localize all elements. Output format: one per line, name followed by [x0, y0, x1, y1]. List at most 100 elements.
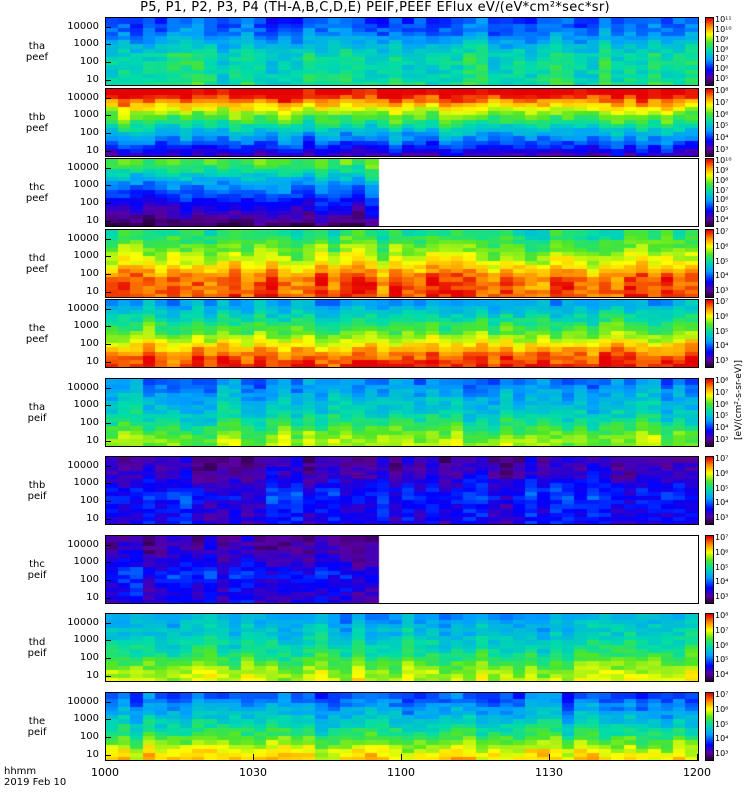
y-tick-mark — [105, 737, 111, 739]
colorbar-gradient — [706, 536, 713, 603]
panel-ylabel-label1: thb — [28, 111, 46, 123]
y-tick-label: 10 — [86, 145, 99, 157]
colorbar-tick-label: 10⁵ — [715, 483, 729, 493]
panel-ylabel: thc peif — [22, 559, 52, 581]
y-tick-mark — [105, 562, 111, 564]
colorbar-tick-label: 10⁹ — [715, 165, 729, 175]
x-tick-mark — [697, 754, 698, 760]
panel-ylabel: thd peif — [22, 637, 52, 659]
y-tick-mark — [105, 441, 111, 443]
spectrogram-canvas — [106, 230, 698, 297]
colorbar-tick-label: 10⁶ — [715, 64, 729, 74]
colorbar — [705, 613, 714, 682]
y-tick-label: 100 — [79, 338, 99, 350]
y-tick-label: 1000 — [73, 38, 99, 50]
colorbar — [705, 158, 714, 227]
y-tick-mark — [105, 362, 111, 364]
colorbar-tick-label: 10⁶ — [715, 399, 729, 409]
spectrogram-panel-1 — [105, 17, 699, 86]
x-tick-mark — [105, 754, 106, 760]
y-tick-mark — [105, 203, 111, 205]
spectrogram-panel-4 — [105, 229, 699, 298]
colorbar-tick-label: 10⁶ — [715, 468, 729, 478]
colorbar-tick-label: 10⁸ — [715, 175, 729, 185]
y-tick-label: 1000 — [73, 634, 99, 646]
y-tick-label: 10 — [86, 215, 99, 227]
spectrogram-panel-10 — [105, 692, 699, 761]
colorbar-tick-label: 10⁶ — [715, 109, 729, 119]
panel-ylabel-label2: peif — [27, 412, 47, 424]
y-tick-label: 100 — [79, 56, 99, 68]
y-tick-mark — [105, 97, 111, 99]
colorbar-tick-label: 10⁴ — [715, 133, 729, 143]
spectrogram-canvas — [106, 300, 698, 367]
colorbar-gradient — [706, 18, 713, 85]
colorbar-gradient — [706, 300, 713, 367]
colorbar-tick-label: 10¹⁰ — [715, 24, 732, 34]
y-tick-mark — [105, 133, 111, 135]
colorbar-tick-label: 10⁶ — [715, 704, 729, 714]
panel-ylabel: the peif — [22, 716, 52, 738]
y-tick-mark — [105, 274, 111, 276]
y-tick-mark — [105, 221, 111, 223]
x-tick-label: 1000 — [91, 766, 119, 779]
spectrogram-canvas — [106, 159, 698, 226]
spectrogram-canvas — [106, 18, 698, 85]
panel-ylabel-label1: thd — [28, 636, 46, 648]
y-tick-mark — [105, 256, 111, 258]
panel-ylabel-label2: peef — [25, 51, 49, 63]
panel-ylabel: thb peif — [22, 480, 52, 502]
spectrogram-panel-9 — [105, 613, 699, 682]
colorbar — [705, 692, 714, 761]
colorbar-tick-label: 10⁸ — [715, 376, 729, 385]
panel-ylabel: thb peef — [22, 112, 52, 134]
colorbar-tick-label: 10⁷ — [715, 227, 729, 236]
y-tick-label: 10000 — [67, 695, 99, 707]
y-tick-label: 100 — [79, 574, 99, 586]
colorbar-gradient — [706, 614, 713, 681]
colorbar-tick-label: 10⁶ — [715, 241, 729, 251]
y-tick-mark — [105, 167, 111, 169]
x-tick-label: 1200 — [683, 766, 711, 779]
colorbar-gradient — [706, 457, 713, 524]
colorbar-tick-label: 10⁹ — [715, 34, 729, 44]
y-tick-label: 10 — [86, 592, 99, 604]
y-tick-label: 10000 — [67, 91, 99, 103]
colorbar-tick-label: 10⁵ — [715, 562, 729, 572]
colorbar-tick-label: 10⁵ — [715, 256, 729, 266]
colorbar — [705, 535, 714, 604]
spectrogram-canvas — [106, 693, 698, 760]
colorbar-units: [eV/(cm²-s-sr-eV)] — [734, 359, 744, 441]
colorbar-tick-label: 10⁸ — [715, 44, 729, 54]
panel-ylabel-label1: thc — [29, 558, 45, 570]
colorbar-tick-label: 10⁷ — [715, 297, 729, 306]
spectrogram-canvas — [106, 89, 698, 156]
colorbar — [705, 378, 714, 447]
x-tick-label: 1030 — [239, 766, 267, 779]
y-tick-mark — [105, 387, 111, 389]
y-tick-mark — [105, 658, 111, 660]
colorbar-gradient — [706, 379, 713, 446]
colorbar-tick-label: 10⁴ — [715, 341, 729, 351]
colorbar-tick-label: 10³ — [715, 592, 729, 601]
colorbar-tick-label: 10⁵ — [715, 655, 729, 665]
y-tick-label: 100 — [79, 127, 99, 139]
y-tick-label: 10 — [86, 286, 99, 298]
panel-ylabel-label2: peif — [27, 569, 47, 581]
colorbar-units-wrapper: [eV/(cm²-s-sr-eV)] — [734, 20, 746, 780]
y-tick-label: 10 — [86, 749, 99, 761]
y-tick-mark — [105, 344, 111, 346]
panel-ylabel-label1: tha — [28, 40, 46, 52]
chart-title: P5, P1, P2, P3, P4 (TH-A,B,C,D,E) PEIF,P… — [140, 0, 610, 15]
y-tick-label: 1000 — [73, 179, 99, 191]
y-tick-mark — [105, 423, 111, 425]
colorbar-tick-label: 10⁵ — [715, 719, 729, 729]
colorbar-tick-label: 10⁴ — [715, 498, 729, 508]
y-tick-mark — [105, 326, 111, 328]
colorbar-tick-label: 10¹¹ — [715, 15, 732, 24]
colorbar-tick-label: 10⁷ — [715, 454, 729, 463]
x-tick-label: 1100 — [387, 766, 415, 779]
colorbar-tick-label: 10³ — [715, 513, 729, 522]
panel-ylabel: tha peef — [22, 41, 52, 63]
y-tick-label: 100 — [79, 652, 99, 664]
